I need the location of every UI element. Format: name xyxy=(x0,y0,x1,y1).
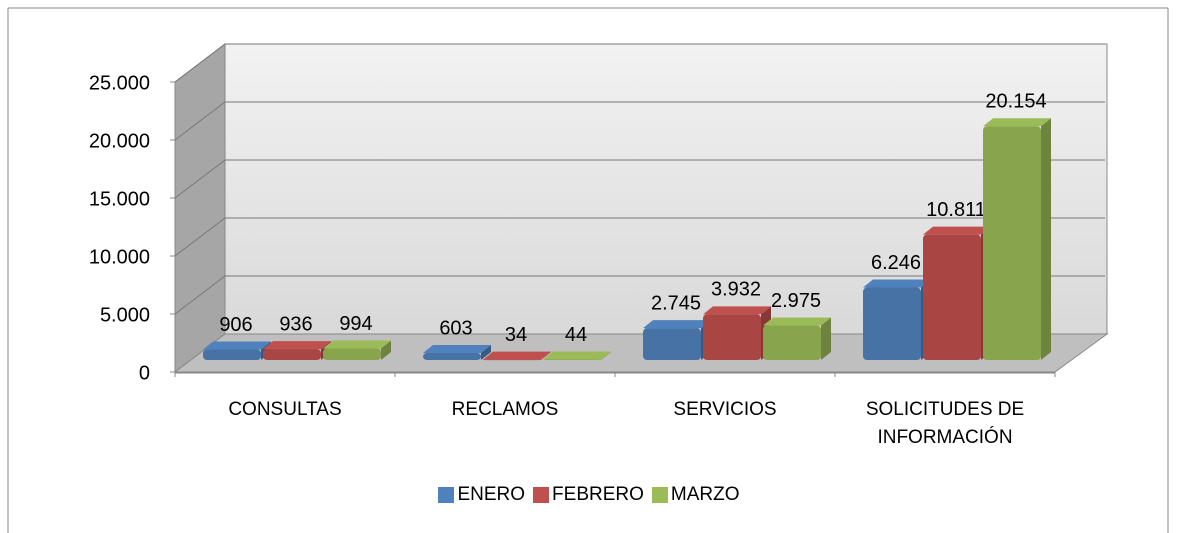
value-label: 603 xyxy=(439,317,472,339)
bar-side xyxy=(601,351,611,360)
bar-top xyxy=(703,306,771,315)
value-label: 6.246 xyxy=(871,252,921,274)
bar-top xyxy=(323,340,391,349)
bar-side xyxy=(541,351,551,360)
bar xyxy=(423,353,481,360)
bar-top xyxy=(263,341,331,350)
value-label: 2.975 xyxy=(771,290,821,312)
bar-side xyxy=(481,345,491,360)
x-tick-label: SOLICITUDES DE INFORMACIÓN xyxy=(865,399,1025,448)
legend-swatch xyxy=(438,487,455,503)
bar-top xyxy=(543,351,611,360)
x-tick-label: CONSULTAS xyxy=(228,399,342,420)
legend-swatch xyxy=(651,487,668,503)
value-label: 10.811 xyxy=(926,199,986,221)
legend-item: FEBRERO xyxy=(533,484,644,506)
legend: ENERO FEBRERO MARZO xyxy=(0,484,1178,506)
legend-item: MARZO xyxy=(651,484,740,506)
bar-top xyxy=(863,279,931,288)
legend-label: ENERO xyxy=(457,484,526,505)
legend-swatch xyxy=(533,487,550,503)
value-label: 20.154 xyxy=(985,90,1046,112)
bar xyxy=(543,359,601,360)
value-label: 936 xyxy=(279,313,312,335)
bar-top xyxy=(983,118,1051,127)
bar-top xyxy=(483,351,551,360)
grid-line xyxy=(174,217,226,257)
y-tick-label: 25.000 xyxy=(89,72,150,94)
bar xyxy=(923,234,981,360)
bar xyxy=(703,314,761,360)
bar xyxy=(483,359,541,361)
bar-top xyxy=(203,341,271,350)
y-tick-label: 15.000 xyxy=(89,188,150,210)
bar xyxy=(323,348,381,360)
bar-side xyxy=(381,340,391,360)
y-tick-label: 10.000 xyxy=(89,246,150,268)
legend-label: FEBRERO xyxy=(552,484,644,505)
grid-line xyxy=(174,43,226,83)
value-label: 906 xyxy=(219,314,252,336)
bar-top xyxy=(923,226,991,235)
x-tick-label: SERVICIOS xyxy=(673,399,777,420)
bar-side xyxy=(1041,118,1051,361)
legend-label: MARZO xyxy=(670,484,740,505)
bar-top xyxy=(423,345,491,354)
grid-line xyxy=(174,101,226,141)
value-label: 3.932 xyxy=(711,279,761,301)
y-tick-label: 20.000 xyxy=(89,130,150,152)
value-label: 44 xyxy=(565,324,587,346)
y-tick-label: 0 xyxy=(139,362,150,384)
side-wall xyxy=(174,42,226,374)
bar xyxy=(643,328,701,360)
bar-side xyxy=(821,317,831,360)
grid-line xyxy=(174,275,226,315)
bar xyxy=(203,349,261,360)
bar-top xyxy=(643,320,711,329)
bar xyxy=(763,325,821,360)
bar xyxy=(983,126,1041,361)
value-label: 34 xyxy=(505,324,527,346)
value-label: 2.745 xyxy=(651,292,701,314)
legend-item: ENERO xyxy=(438,484,525,506)
bar xyxy=(863,287,921,360)
bar-top xyxy=(763,317,831,326)
x-tick-label: RECLAMOS xyxy=(451,399,559,420)
grid-line xyxy=(174,159,226,199)
value-label: 994 xyxy=(339,313,372,335)
y-tick-label: 5.000 xyxy=(100,304,150,326)
bar xyxy=(263,349,321,360)
